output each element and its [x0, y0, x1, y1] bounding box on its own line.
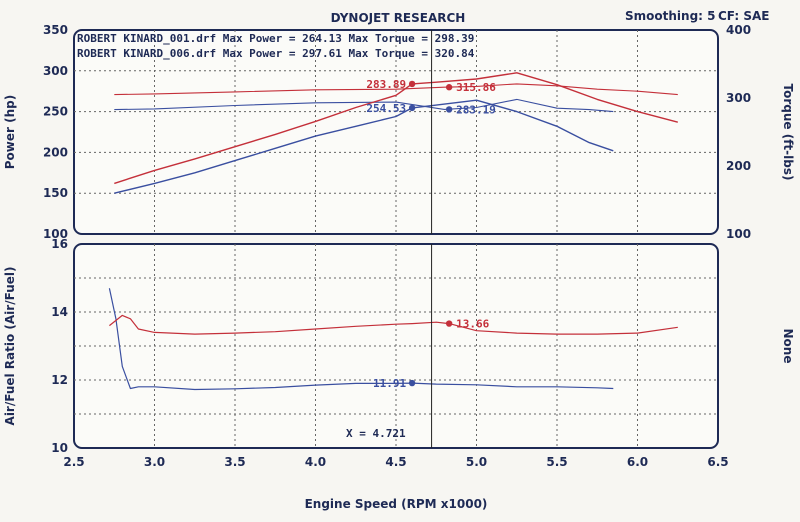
cursor-value-label: 11.91	[373, 377, 406, 390]
power-torque-series	[114, 72, 678, 194]
torque-tick-label: 400	[726, 23, 751, 37]
cursor-marker	[445, 320, 453, 327]
cursor-marker	[445, 84, 453, 91]
none-axis-label: None	[781, 329, 795, 364]
power-tick-label: 100	[43, 227, 68, 241]
afr-tick-label: 14	[51, 305, 68, 319]
torque-tick-label: 300	[726, 91, 751, 105]
tick-labels: 100 150 200 250 300 350 100 200 300 400 10 12 14 16 2.…	[43, 23, 751, 469]
cursor-value-label: 283.89	[366, 78, 406, 91]
x-tick-label: 2.5	[63, 455, 84, 469]
x-tick-label: 3.0	[144, 455, 165, 469]
cursor-marker	[445, 106, 453, 113]
x-tick-label: 6.0	[627, 455, 648, 469]
cursor-value-label: 315.86	[456, 81, 496, 94]
x-tick-label: 3.5	[224, 455, 245, 469]
cursor-marker	[408, 104, 416, 112]
cursor-value-label: 254.53	[366, 102, 406, 115]
series-006-afr-line	[109, 314, 678, 335]
cursor-value-labels: 283.89 315.86 254.53 283.19 13.66 11.91	[366, 78, 496, 390]
power-tick-label: 150	[43, 186, 68, 200]
cursor-readout: X = 4.721	[346, 427, 406, 440]
smoothing-label: Smoothing: 5	[625, 9, 716, 23]
afr-series	[108, 288, 678, 391]
afr-tick-label: 10	[51, 441, 68, 455]
afr-tick-label: 12	[51, 373, 68, 387]
series-001-power-line	[114, 99, 614, 194]
power-tick-label: 300	[43, 64, 68, 78]
torque-axis-label: Torque (ft-lbs)	[781, 84, 795, 181]
chart-title: DYNOJET RESEARCH	[331, 11, 466, 25]
power-tick-label: 250	[43, 105, 68, 119]
x-tick-label: 4.0	[305, 455, 326, 469]
cursor-marker	[408, 80, 416, 88]
x-tick-label: 4.5	[385, 455, 406, 469]
cursor-marker	[408, 379, 416, 387]
torque-tick-label: 200	[726, 159, 751, 173]
legend-run-001: ROBERT KINARD_001.drf Max Power = 264.13…	[77, 32, 474, 45]
afr-tick-label: 16	[51, 237, 68, 251]
torque-tick-label: 100	[726, 227, 751, 241]
x-tick-label: 5.0	[466, 455, 487, 469]
series-001-torque-line	[114, 98, 614, 113]
power-tick-label: 200	[43, 145, 68, 159]
x-tick-label: 5.5	[546, 455, 567, 469]
cf-label: CF: SAE	[718, 9, 769, 23]
cursor-value-label: 283.19	[456, 103, 496, 116]
x-axis-label: Engine Speed (RPM x1000)	[305, 497, 488, 511]
series-006-power-line	[114, 72, 678, 185]
series-001-afr-line	[108, 288, 614, 391]
afr-grid	[74, 244, 718, 448]
legend-run-006: ROBERT KINARD_006.drf Max Power = 297.61…	[77, 47, 475, 60]
cursor-value-label: 13.66	[456, 318, 489, 331]
power-tick-label: 350	[43, 23, 68, 37]
x-tick-label: 6.5	[707, 455, 728, 469]
power-axis-label: Power (hp)	[3, 95, 17, 169]
afr-axis-label: Air/Fuel Ratio (Air/Fuel)	[3, 267, 17, 426]
series-006-torque-line	[114, 83, 678, 96]
